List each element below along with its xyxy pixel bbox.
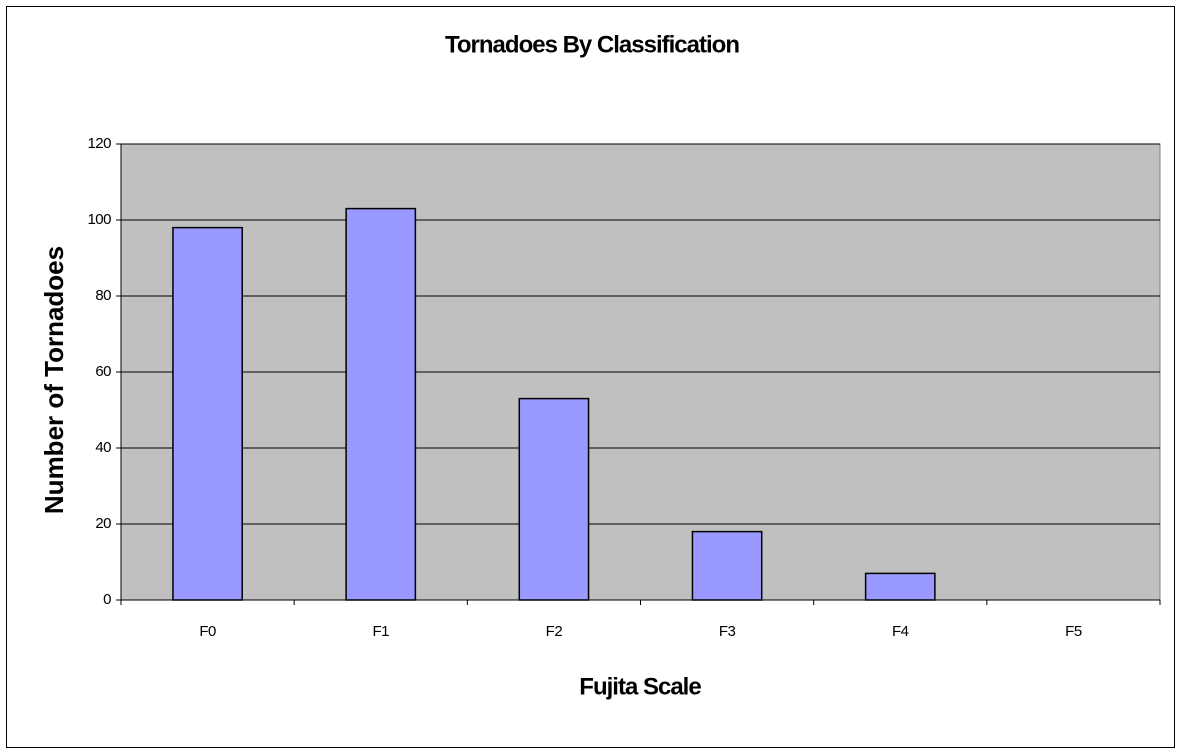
x-axis-label: Fujita Scale	[579, 673, 701, 700]
y-tick-label: 20	[95, 515, 111, 532]
x-tick-label: F3	[719, 623, 736, 640]
y-tick-label: 80	[95, 287, 111, 304]
y-tick-label: 60	[95, 363, 111, 380]
bar	[691, 530, 763, 601]
y-tick-label: 120	[87, 135, 111, 152]
bar	[172, 226, 243, 601]
x-tick-label: F4	[892, 623, 909, 640]
bar	[518, 397, 590, 601]
y-tick-label: 40	[95, 439, 111, 456]
chart-title: Tornadoes By Classification	[445, 31, 739, 58]
y-axis-label: Number of Tornadoes	[39, 246, 69, 514]
x-tick-label: F2	[546, 623, 563, 640]
x-tick-label: F1	[372, 623, 389, 640]
x-tick-label: F5	[1065, 623, 1082, 640]
y-tick-label: 100	[87, 211, 111, 228]
bar	[864, 572, 936, 601]
x-tick-label: F0	[199, 623, 216, 640]
bar	[345, 207, 417, 601]
y-tick-label: 0	[103, 591, 111, 608]
